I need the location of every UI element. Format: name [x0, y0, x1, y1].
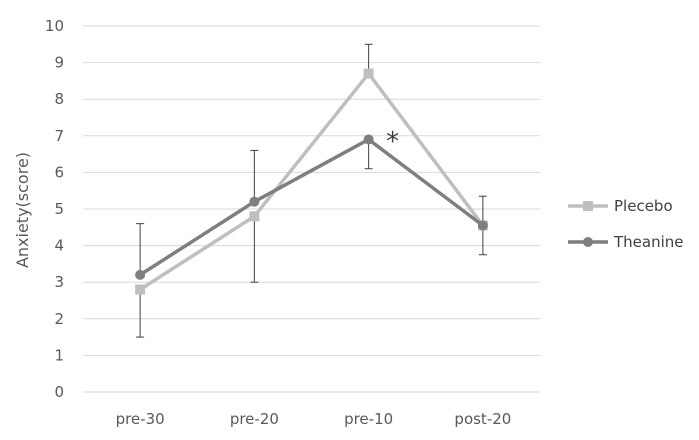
x-tick-label-pre-20: pre-20: [230, 410, 279, 428]
x-axis-ticks: pre-30 pre-20 pre-10 post-20: [116, 410, 512, 428]
legend-marker-Plecebo: [583, 201, 593, 211]
y-tick-label-7: 7: [54, 127, 64, 145]
point-Theanine-pre-10: [363, 134, 374, 145]
y-tick-label-8: 8: [54, 90, 64, 108]
y-tick-label-0: 0: [54, 383, 64, 401]
x-tick-label-pre-30: pre-30: [116, 410, 165, 428]
series-line-Plecebo: [139, 71, 485, 291]
y-tick-label-5: 5: [54, 200, 64, 218]
point-Plecebo-pre-30: [135, 284, 146, 295]
y-tick-label-4: 4: [54, 237, 64, 255]
series-line-Theanine: [139, 137, 484, 277]
significance-marker: *: [386, 127, 399, 157]
y-tick-label-3: 3: [54, 273, 64, 291]
y-tick-label-1: 1: [54, 346, 64, 364]
legend: Plecebo Theanine: [568, 197, 684, 251]
y-tick-label-2: 2: [54, 310, 64, 328]
y-axis-label: Anxiety(score): [13, 152, 32, 268]
point-Theanine-pre-20: [249, 196, 260, 207]
y-axis-ticks: 0 1 2 3 4 5 6 7 8 9 10: [45, 17, 64, 401]
legend-marker-Theanine: [583, 237, 593, 247]
legend-label-Plecebo: Plecebo: [614, 197, 673, 215]
annotations: *: [386, 127, 399, 157]
legend-label-Theanine: Theanine: [613, 233, 684, 251]
point-Plecebo-pre-10: [363, 68, 374, 79]
point-Theanine-pre-30: [135, 269, 146, 280]
x-tick-label-post-20: post-20: [454, 410, 511, 428]
point-Theanine-post-20: [477, 220, 488, 231]
series-group: [135, 68, 488, 295]
point-Plecebo-pre-20: [249, 211, 260, 222]
gridlines: [83, 25, 540, 393]
y-tick-label-9: 9: [54, 54, 64, 72]
y-tick-label-6: 6: [54, 163, 64, 181]
y-tick-label-10: 10: [45, 17, 64, 35]
x-tick-label-pre-10: pre-10: [344, 410, 393, 428]
error-bars: [136, 43, 487, 338]
